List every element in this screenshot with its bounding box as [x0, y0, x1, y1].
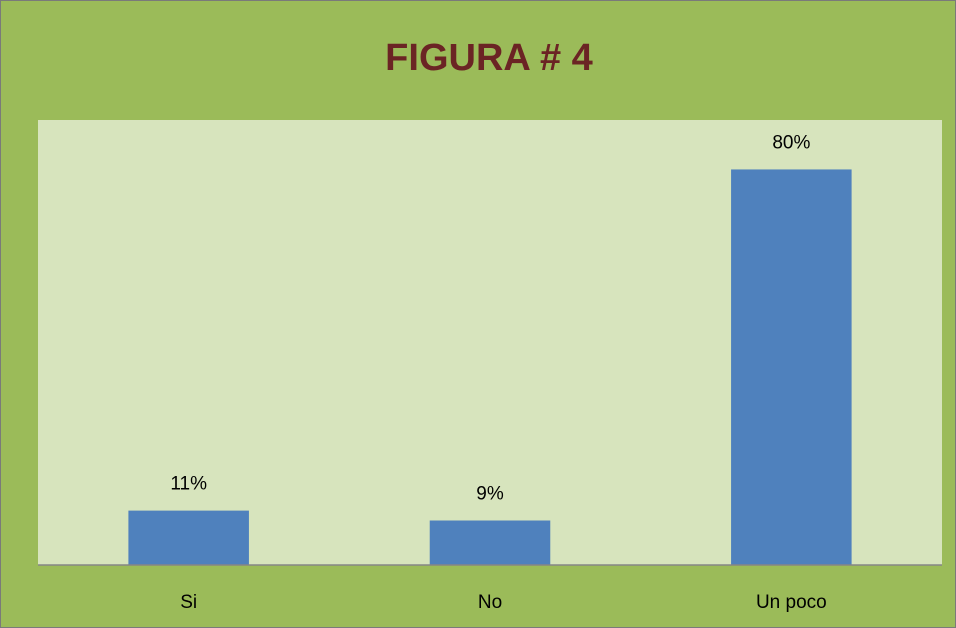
bar [429, 520, 551, 565]
bar [731, 169, 852, 565]
x-tick-label: Un poco [756, 592, 827, 613]
bar [128, 510, 249, 565]
x-tick-label: Si [180, 592, 197, 613]
x-tick-label: No [478, 592, 502, 613]
chart-title: FIGURA # 4 [385, 37, 593, 79]
data-label: 9% [476, 484, 504, 505]
data-label: 80% [772, 132, 810, 153]
data-label: 11% [170, 474, 207, 495]
